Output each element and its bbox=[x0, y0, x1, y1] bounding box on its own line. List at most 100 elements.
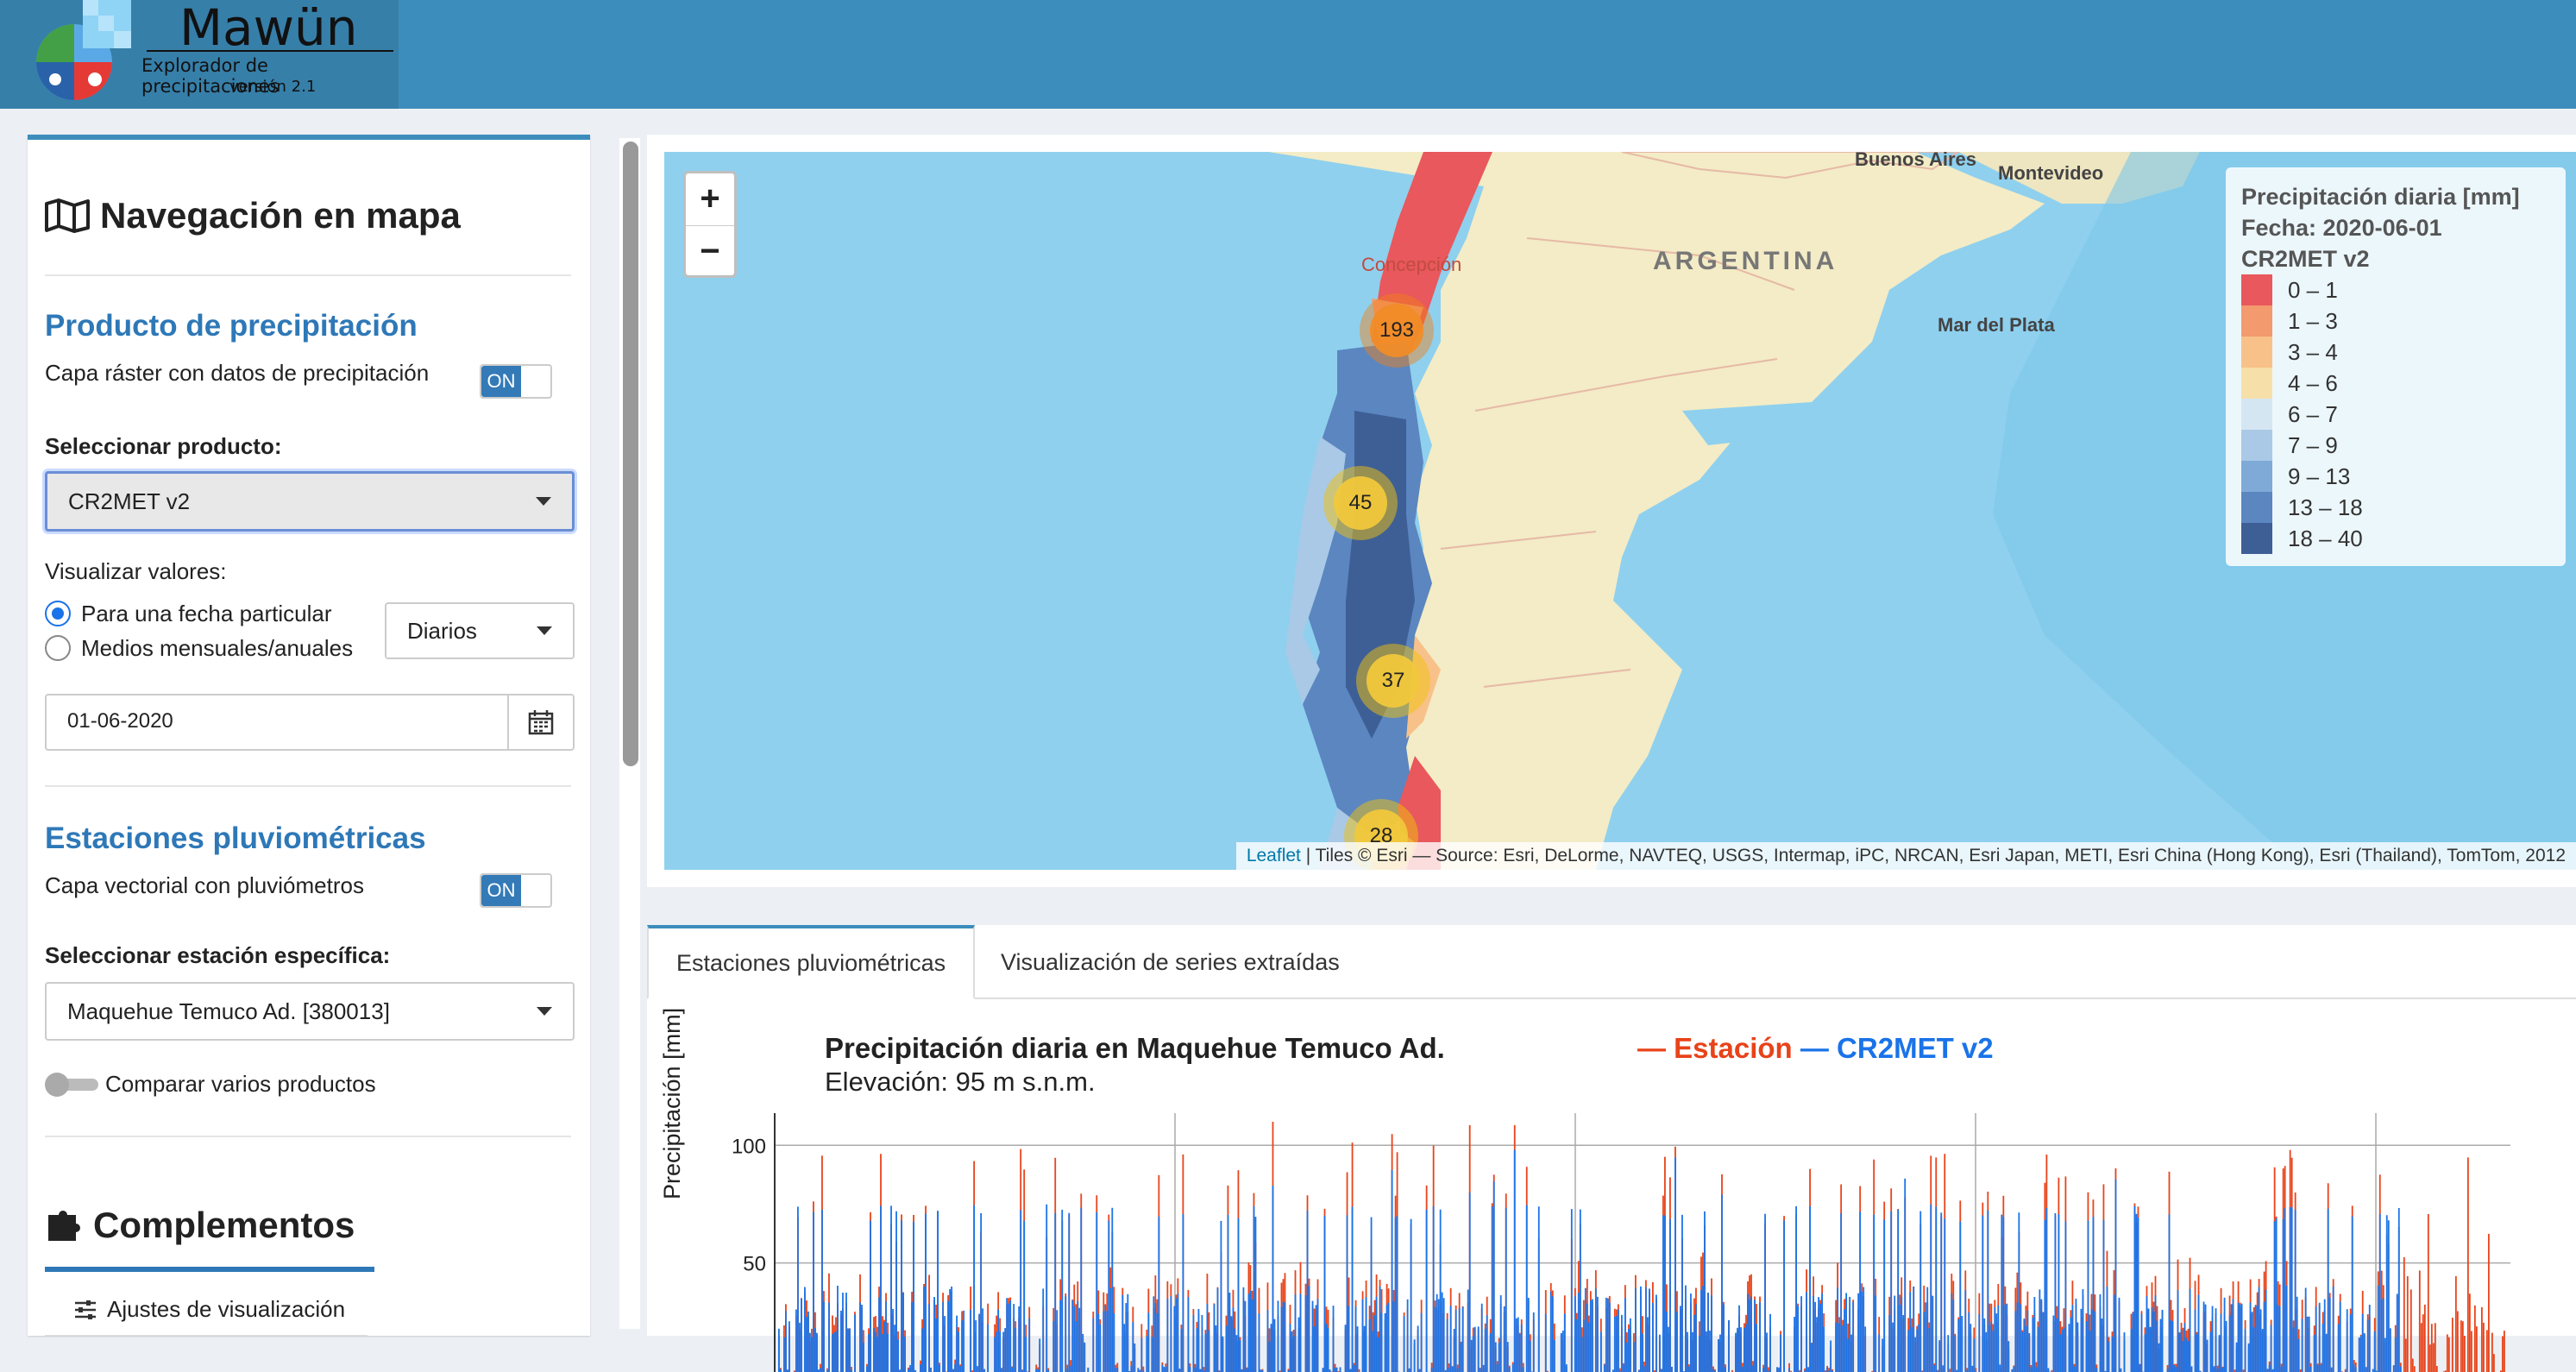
bar-product bbox=[2293, 1327, 2295, 1372]
bar-product bbox=[1214, 1304, 1216, 1372]
raster-layer-toggle[interactable]: ON bbox=[480, 364, 552, 399]
bar-product bbox=[828, 1303, 830, 1372]
bar-product bbox=[2058, 1214, 2059, 1372]
legend-row: 4 – 6 bbox=[2241, 368, 2550, 399]
bar-product bbox=[2004, 1305, 2006, 1372]
app-header: Mawün Explorador de precipitaciones vers… bbox=[0, 0, 2576, 109]
bar-product bbox=[2393, 1365, 2395, 1372]
bar-product bbox=[1281, 1307, 1283, 1372]
bar-station bbox=[2457, 1311, 2459, 1372]
logo-mark-icon bbox=[22, 0, 135, 100]
logo[interactable]: Mawün Explorador de precipitaciones vers… bbox=[0, 0, 399, 109]
tab-stations[interactable]: Estaciones pluviométricas bbox=[647, 925, 975, 999]
product-select[interactable]: CR2MET v2 bbox=[45, 471, 575, 532]
bar-product bbox=[2379, 1214, 2381, 1372]
radio-monthly-annual-label[interactable]: Medios mensuales/anuales bbox=[81, 635, 353, 662]
bar-product bbox=[895, 1212, 897, 1372]
display-settings-button[interactable]: Ajustes de visualización bbox=[45, 1284, 368, 1336]
city-montevideo: Montevideo bbox=[1998, 162, 2103, 185]
bar-product bbox=[1324, 1216, 1326, 1372]
bar-product bbox=[2119, 1298, 2120, 1372]
bar-station bbox=[2486, 1330, 2488, 1372]
bar-product bbox=[1823, 1327, 1825, 1372]
bar-product bbox=[2179, 1333, 2181, 1372]
bar-product bbox=[1764, 1214, 1766, 1372]
bar-product bbox=[2378, 1286, 2379, 1372]
bar-product bbox=[1182, 1214, 1184, 1372]
bar-product bbox=[1328, 1328, 1329, 1372]
station-cluster[interactable]: 37 bbox=[1356, 644, 1430, 718]
bar-product bbox=[1054, 1213, 1056, 1372]
bar-product bbox=[2018, 1212, 2020, 1372]
date-input[interactable]: 01-06-2020 bbox=[45, 694, 575, 751]
bar-product bbox=[1530, 1341, 1531, 1372]
bar-product bbox=[2400, 1367, 2402, 1372]
bar-product bbox=[902, 1293, 904, 1372]
calendar-button[interactable] bbox=[507, 695, 573, 749]
bar-product bbox=[1873, 1215, 1875, 1372]
bar-product bbox=[1165, 1367, 1166, 1372]
bar-product bbox=[1814, 1302, 1816, 1372]
bar-product bbox=[2384, 1338, 2386, 1372]
station-cluster[interactable]: 193 bbox=[1360, 293, 1434, 368]
zoom-out-button[interactable]: − bbox=[686, 226, 734, 278]
station-cluster[interactable]: 45 bbox=[1323, 466, 1398, 540]
bar-product bbox=[1123, 1324, 1125, 1372]
bar-product bbox=[1020, 1210, 1021, 1372]
period-select[interactable]: Diarios bbox=[385, 602, 575, 659]
radio-specific-date[interactable] bbox=[45, 601, 71, 626]
bar-product bbox=[930, 1368, 932, 1372]
bar-product bbox=[1411, 1219, 1412, 1372]
bar-product bbox=[1082, 1334, 1084, 1372]
tab-extracted-series[interactable]: Visualización de series extraídas bbox=[973, 925, 1367, 999]
city-mar-del-plata: Mar del Plata bbox=[1938, 314, 2055, 337]
bar-product bbox=[2134, 1206, 2136, 1372]
bar-product bbox=[1187, 1297, 1189, 1372]
bar-product bbox=[821, 1210, 823, 1372]
bar-product bbox=[1130, 1366, 1132, 1372]
bar-product bbox=[1137, 1368, 1139, 1372]
radio-monthly-annual[interactable] bbox=[45, 635, 71, 661]
bar-product bbox=[1882, 1338, 1883, 1372]
bar-product bbox=[1080, 1208, 1082, 1372]
bar-product bbox=[1883, 1219, 1885, 1372]
bar-product bbox=[1471, 1340, 1473, 1372]
compare-products-switch[interactable] bbox=[47, 1079, 98, 1091]
zoom-in-button[interactable]: + bbox=[686, 173, 734, 225]
bar-station bbox=[1949, 1369, 1951, 1372]
bar-product bbox=[1355, 1306, 1357, 1372]
bar-product bbox=[2397, 1293, 2398, 1372]
bar-product bbox=[1899, 1305, 1901, 1372]
bar-product bbox=[1243, 1287, 1245, 1372]
bar-product bbox=[904, 1337, 906, 1372]
bar-product bbox=[2014, 1311, 2016, 1372]
bar-station bbox=[2471, 1331, 2472, 1372]
radio-specific-date-label[interactable]: Para una fecha particular bbox=[81, 601, 332, 627]
bar-product bbox=[954, 1364, 956, 1372]
bar-product bbox=[1630, 1319, 1631, 1372]
bar-product bbox=[835, 1331, 837, 1372]
bar-product bbox=[1295, 1294, 1297, 1372]
bar-product bbox=[814, 1328, 816, 1372]
bar-product bbox=[2309, 1317, 2310, 1372]
bar-product bbox=[1647, 1317, 1649, 1372]
legend-product[interactable]: — CR2MET v2 bbox=[1800, 1032, 1994, 1064]
bar-product bbox=[2108, 1342, 2110, 1372]
scrollbar-thumb[interactable] bbox=[623, 142, 638, 766]
bar-product bbox=[2013, 1367, 2014, 1372]
legend-swatch bbox=[2241, 492, 2272, 523]
legend-station[interactable]: — Estación bbox=[1637, 1032, 1793, 1064]
leaflet-link[interactable]: Leaflet bbox=[1247, 846, 1301, 865]
station-select[interactable]: Maquehue Temuco Ad. [380013] bbox=[45, 982, 575, 1041]
leaflet-map[interactable]: ARGENTINA Buenos Aires Montevideo Mar de… bbox=[664, 152, 2576, 870]
bar-product bbox=[2006, 1304, 2007, 1372]
precip-chart[interactable]: 050100 bbox=[647, 1113, 2576, 1372]
divider bbox=[45, 1136, 571, 1137]
compare-products-label[interactable]: Comparar varios productos bbox=[105, 1067, 376, 1101]
bar-product bbox=[2177, 1290, 2179, 1372]
bar-product bbox=[1778, 1368, 1780, 1372]
vector-layer-toggle[interactable]: ON bbox=[480, 873, 552, 908]
bar-product bbox=[1633, 1342, 1635, 1372]
bar-product bbox=[1621, 1315, 1623, 1372]
